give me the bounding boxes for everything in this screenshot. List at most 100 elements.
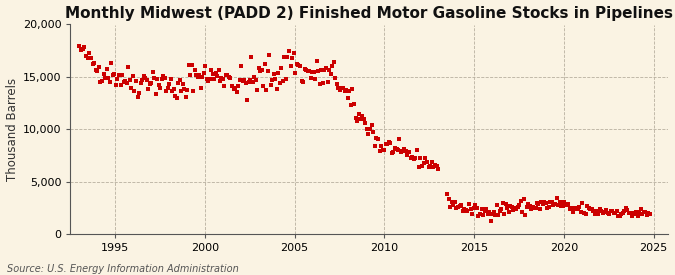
Point: [233, 83, 244, 88]
Point: [273, 71, 284, 75]
Point: [129, 88, 140, 93]
Point: [623, 211, 634, 215]
Point: [479, 208, 490, 213]
Point: [460, 208, 471, 212]
Point: [265, 83, 276, 87]
Point: [255, 69, 266, 73]
Point: [130, 79, 141, 84]
Point: [269, 72, 279, 76]
Point: [473, 214, 484, 218]
Point: [514, 203, 524, 207]
Point: [142, 78, 153, 82]
Point: [322, 80, 333, 84]
Point: [115, 82, 126, 87]
Point: [244, 78, 255, 82]
Point: [490, 212, 501, 217]
Point: [151, 92, 161, 96]
Point: [299, 66, 310, 71]
Point: [563, 202, 574, 206]
Point: [626, 214, 637, 218]
Point: [640, 210, 651, 214]
Point: [382, 141, 393, 146]
Point: [377, 147, 388, 152]
Point: [316, 68, 327, 73]
Point: [443, 197, 454, 201]
Point: [198, 71, 209, 75]
Point: [124, 78, 135, 83]
Point: [645, 212, 655, 216]
Point: [539, 200, 550, 204]
Point: [557, 204, 568, 208]
Point: [212, 73, 223, 78]
Point: [524, 203, 535, 208]
Point: [504, 210, 514, 214]
Point: [144, 82, 155, 87]
Point: [529, 206, 539, 210]
Point: [107, 73, 118, 78]
Point: [571, 207, 582, 212]
Point: [284, 49, 294, 54]
Point: [484, 209, 495, 214]
Point: [82, 55, 93, 60]
Point: [135, 81, 146, 86]
Point: [132, 95, 143, 99]
Point: [541, 200, 551, 205]
Point: [323, 67, 334, 72]
Point: [612, 209, 622, 213]
Point: [258, 84, 269, 88]
Point: [397, 149, 408, 153]
Point: [517, 210, 528, 214]
Point: [464, 202, 475, 207]
Point: [341, 88, 352, 92]
Point: [277, 79, 288, 83]
Point: [295, 64, 306, 68]
Point: [317, 81, 328, 85]
Point: [532, 200, 543, 205]
Point: [536, 200, 547, 204]
Point: [548, 203, 559, 207]
Point: [639, 210, 649, 215]
Point: [466, 212, 477, 216]
Point: [261, 88, 272, 92]
Point: [603, 211, 614, 216]
Point: [423, 164, 434, 169]
Point: [385, 141, 396, 145]
Point: [98, 72, 109, 76]
Point: [182, 88, 192, 92]
Point: [543, 205, 554, 210]
Point: [173, 81, 184, 86]
Point: [593, 212, 603, 216]
Point: [470, 203, 481, 207]
Point: [118, 80, 129, 84]
Y-axis label: Thousand Barrels: Thousand Barrels: [5, 78, 18, 181]
Point: [355, 117, 366, 121]
Point: [122, 81, 132, 86]
Point: [197, 75, 208, 79]
Point: [369, 144, 380, 148]
Point: [252, 88, 263, 92]
Point: [520, 213, 531, 217]
Point: [319, 68, 330, 72]
Point: [288, 51, 299, 56]
Point: [188, 89, 198, 94]
Point: [591, 209, 602, 213]
Point: [310, 77, 321, 82]
Point: [250, 78, 261, 82]
Point: [537, 202, 548, 207]
Point: [201, 77, 212, 81]
Point: [629, 212, 640, 216]
Point: [619, 209, 630, 214]
Point: [264, 53, 275, 57]
Point: [157, 77, 167, 81]
Point: [628, 211, 639, 215]
Point: [315, 82, 325, 86]
Point: [596, 209, 607, 213]
Point: [296, 79, 307, 83]
Point: [620, 206, 631, 210]
Point: [462, 209, 472, 213]
Point: [602, 211, 613, 215]
Point: [307, 70, 318, 74]
Point: [404, 150, 414, 154]
Point: [308, 70, 319, 74]
Point: [84, 51, 95, 55]
